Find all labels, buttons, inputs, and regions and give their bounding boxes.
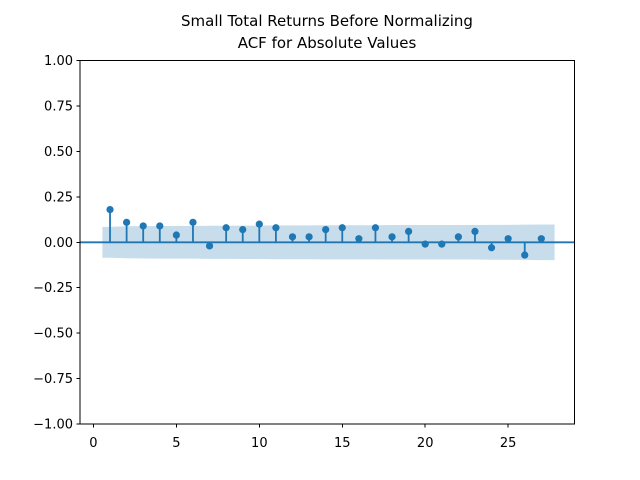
stem-lag-7 (205, 242, 214, 250)
stem-lag-3 (139, 222, 147, 243)
acf-marker (338, 224, 346, 232)
stem-lag-27 (537, 235, 545, 243)
stem-lag-4 (156, 222, 164, 243)
acf-marker (405, 227, 413, 235)
y-tick-label: −0.25 (33, 281, 73, 296)
y-tick-label: −0.75 (33, 372, 73, 387)
stem-lag-15 (338, 224, 346, 243)
stem-lag-20 (421, 240, 429, 248)
acf-marker (388, 233, 396, 241)
acf-marker (222, 224, 230, 232)
stem-lag-13 (305, 233, 313, 243)
stem-lag-16 (355, 235, 363, 243)
acf-marker (106, 205, 114, 214)
stem-lag-2 (123, 218, 131, 243)
chart-title-line2: ACF for Absolute Values (237, 33, 417, 52)
stem-lag-17 (371, 224, 380, 243)
acf-marker (255, 220, 263, 228)
x-tick-label: 10 (251, 436, 268, 451)
acf-marker (205, 242, 214, 250)
stem-lag-10 (255, 220, 263, 243)
acf-marker (521, 251, 529, 259)
acf-marker (239, 225, 247, 234)
stem-lag-18 (388, 233, 396, 243)
stem-lag-25 (504, 235, 512, 243)
acf-marker (156, 222, 164, 230)
stem-lag-23 (471, 227, 479, 243)
stem-lag-8 (222, 224, 230, 243)
acf-marker (288, 233, 297, 241)
chart-title: Small Total Returns Before Normalizing A… (80, 11, 574, 54)
stem-lag-1 (106, 205, 114, 243)
x-tick-label: 5 (172, 436, 180, 451)
acf-marker (355, 235, 363, 243)
x-tick-label: 0 (89, 436, 97, 451)
y-tick-label: 0.00 (44, 236, 73, 251)
acf-marker (438, 240, 446, 248)
acf-marker (421, 240, 429, 248)
stem-lag-6 (189, 218, 197, 243)
acf-marker (487, 244, 496, 252)
acf-marker (305, 233, 313, 241)
y-tick-label: 0.25 (44, 190, 73, 205)
stem-lag-9 (239, 225, 247, 243)
y-tick-label: −0.50 (33, 327, 73, 342)
acf-marker (172, 231, 180, 239)
stem-lag-19 (405, 227, 413, 243)
stem-lag-11 (272, 224, 280, 243)
stem-lag-14 (322, 225, 330, 243)
x-tick-label: 20 (417, 436, 434, 451)
acf-marker (471, 227, 479, 235)
acf-marker (272, 224, 280, 232)
stem-lag-21 (438, 240, 446, 248)
acf-marker (371, 224, 380, 232)
y-tick-label: 1.00 (44, 54, 73, 69)
stem-lag-26 (521, 242, 529, 259)
acf-marker (504, 235, 512, 243)
y-tick-label: 0.75 (44, 100, 73, 115)
acf-marker (322, 225, 330, 234)
y-tick-label: 0.50 (44, 145, 73, 160)
acf-marker (189, 218, 197, 226)
stem-lag-24 (487, 242, 496, 252)
stem-lag-22 (454, 233, 462, 243)
acf-marker (537, 235, 545, 243)
chart-title-line1: Small Total Returns Before Normalizing (181, 12, 473, 30)
x-tick-label: 25 (500, 436, 517, 451)
stem-lag-12 (288, 233, 297, 243)
stem-lag-5 (172, 231, 180, 243)
acf-marker (139, 222, 147, 230)
acf-marker (123, 218, 131, 226)
x-tick-label: 15 (334, 436, 351, 451)
y-tick-label: −1.00 (33, 418, 73, 433)
acf-marker (454, 233, 462, 241)
